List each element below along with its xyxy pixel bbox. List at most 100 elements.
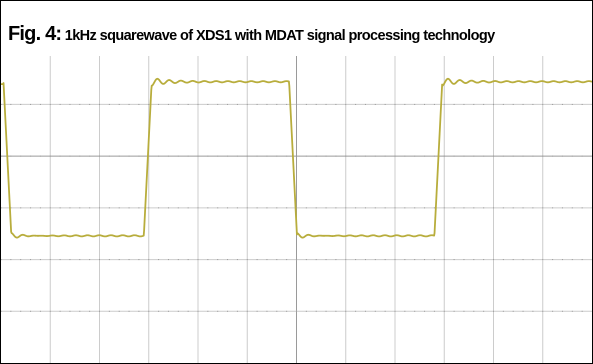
grid-dot bbox=[384, 207, 386, 209]
grid-dot bbox=[177, 259, 179, 261]
grid-dot bbox=[10, 207, 12, 209]
grid-dot bbox=[315, 155, 317, 157]
grid-dot bbox=[39, 155, 41, 157]
grid-dot bbox=[325, 103, 327, 105]
grid-dot bbox=[433, 103, 435, 105]
grid-dot bbox=[542, 259, 544, 261]
grid-dot bbox=[207, 259, 209, 261]
grid-dot bbox=[443, 310, 445, 312]
grid-dot bbox=[30, 207, 32, 209]
grid-dot bbox=[197, 207, 199, 209]
grid-dot bbox=[502, 259, 504, 261]
grid-dot bbox=[177, 207, 179, 209]
grid-dot bbox=[493, 103, 494, 105]
grid-dot bbox=[10, 155, 12, 157]
grid-dot bbox=[177, 155, 179, 157]
grid-dot bbox=[296, 207, 297, 209]
grid-dot bbox=[463, 207, 465, 209]
grid-dot bbox=[207, 207, 209, 209]
grid-dot bbox=[197, 310, 199, 312]
grid-dot bbox=[305, 310, 307, 312]
grid-dot bbox=[325, 207, 327, 209]
grid-dot bbox=[266, 207, 268, 209]
grid-dot bbox=[571, 259, 573, 261]
grid-dot bbox=[532, 310, 534, 312]
grid-dot bbox=[118, 310, 120, 312]
grid-dot bbox=[236, 259, 238, 261]
grid-dot bbox=[532, 259, 534, 261]
grid-dot bbox=[414, 207, 416, 209]
grid-dot bbox=[335, 103, 337, 105]
grid-dot bbox=[345, 207, 347, 209]
grid-dot bbox=[20, 259, 22, 261]
grid-dot bbox=[128, 259, 130, 261]
grid-dot bbox=[542, 310, 544, 312]
grid-dot bbox=[256, 259, 258, 261]
grid-dot bbox=[424, 207, 426, 209]
grid-dot bbox=[118, 207, 120, 209]
grid-dot bbox=[138, 207, 140, 209]
grid-dot bbox=[89, 207, 91, 209]
grid-dot bbox=[384, 259, 386, 261]
grid-dot bbox=[384, 155, 386, 157]
grid-dot bbox=[296, 103, 297, 105]
grid-dot bbox=[30, 259, 32, 261]
grid-dot bbox=[138, 310, 140, 312]
grid-dot bbox=[453, 207, 455, 209]
grid-dot bbox=[581, 259, 583, 261]
grid-dot bbox=[305, 207, 307, 209]
grid-dot bbox=[10, 103, 12, 105]
figure-caption-text: 1kHz squarewave of XDS1 with MDAT signal… bbox=[61, 28, 495, 44]
grid-dot bbox=[167, 155, 169, 157]
grid-dot bbox=[266, 103, 268, 105]
grid-dot bbox=[217, 103, 219, 105]
grid-dot bbox=[69, 310, 71, 312]
grid-dot bbox=[227, 259, 229, 261]
grid-dot bbox=[502, 155, 504, 157]
grid-dot bbox=[433, 155, 435, 157]
grid-dot bbox=[10, 259, 12, 261]
grid-dot bbox=[167, 207, 169, 209]
grid-dot bbox=[148, 259, 150, 261]
grid-dot bbox=[364, 310, 366, 312]
grid-dot bbox=[148, 207, 150, 209]
grid-dot bbox=[227, 155, 229, 157]
grid-dot bbox=[493, 155, 494, 157]
grid-dot bbox=[158, 259, 160, 261]
grid-dot bbox=[374, 207, 376, 209]
grid-dot bbox=[473, 103, 475, 105]
grid-dot bbox=[325, 259, 327, 261]
grid-dot bbox=[522, 103, 524, 105]
grid-dot bbox=[207, 103, 209, 105]
grid-dot bbox=[286, 207, 288, 209]
grid-dot bbox=[374, 155, 376, 157]
grid-dot bbox=[364, 207, 366, 209]
grid-dot bbox=[89, 155, 91, 157]
grid-dot bbox=[276, 103, 278, 105]
grid-dot bbox=[118, 103, 120, 105]
grid-dot bbox=[236, 103, 238, 105]
grid-dot bbox=[424, 310, 426, 312]
grid-dot bbox=[335, 310, 337, 312]
grid-dot bbox=[276, 310, 278, 312]
grid-dot bbox=[473, 259, 475, 261]
grid-dot bbox=[433, 259, 435, 261]
grid-dot bbox=[187, 207, 189, 209]
grid-dot bbox=[463, 103, 465, 105]
grid-dot bbox=[581, 310, 583, 312]
grid-dot bbox=[404, 259, 406, 261]
grid-dot bbox=[128, 103, 130, 105]
series-line bbox=[1, 77, 592, 239]
grid-dot bbox=[552, 207, 554, 209]
grid-dot bbox=[394, 207, 396, 209]
grid-dot bbox=[246, 310, 248, 312]
grid-dot bbox=[414, 155, 416, 157]
grid-dot bbox=[227, 310, 229, 312]
grid-dot bbox=[256, 207, 258, 209]
grid-dot bbox=[414, 310, 416, 312]
grid-dot bbox=[581, 207, 583, 209]
grid-dot bbox=[532, 103, 534, 105]
grid-dot bbox=[355, 310, 357, 312]
grid-dot bbox=[79, 155, 81, 157]
